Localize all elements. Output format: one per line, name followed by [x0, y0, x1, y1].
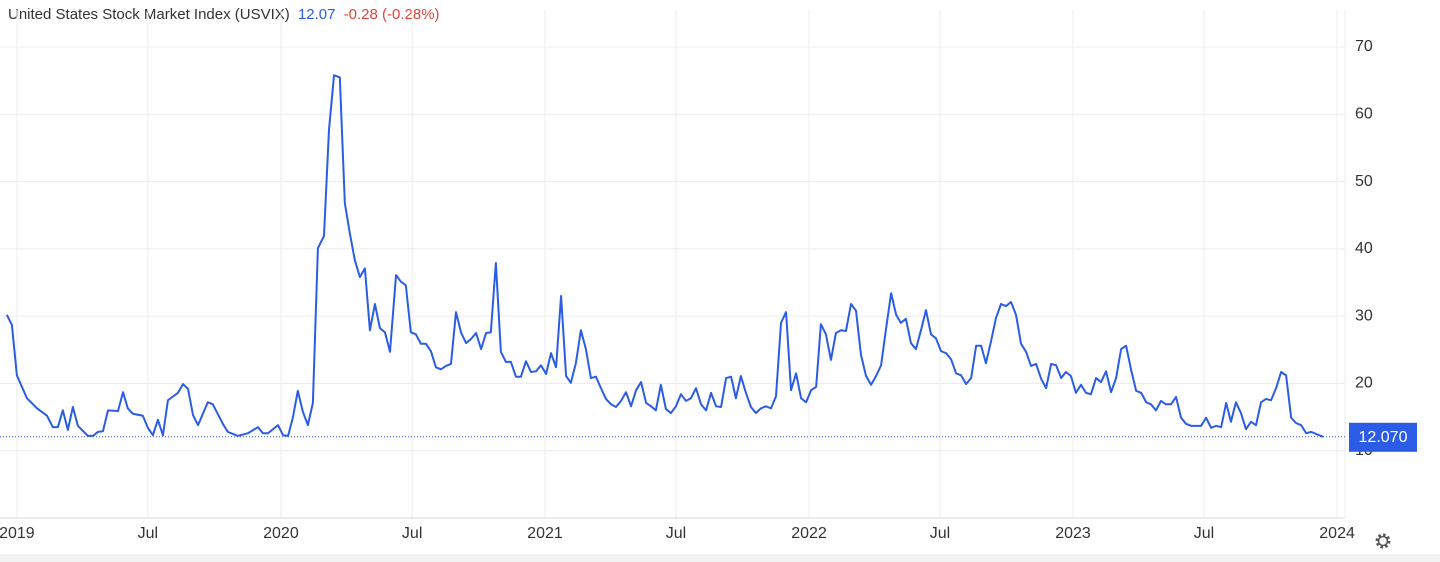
last-value-label: 12.070: [1359, 429, 1408, 446]
header: United States Stock Market Index (USVIX)…: [8, 6, 440, 23]
x-tick-label: 2019: [0, 525, 35, 542]
x-tick-label: 2020: [263, 525, 299, 542]
x-tick-label: Jul: [666, 525, 686, 542]
change: -0.28 (-0.28%): [344, 6, 440, 23]
last-value-box: [1349, 422, 1417, 452]
bottom-strip: [0, 554, 1440, 562]
y-tick-label: 20: [1355, 375, 1373, 392]
y-tick-label: 50: [1355, 173, 1373, 190]
x-tick-label: 2021: [527, 525, 563, 542]
x-tick-label: Jul: [930, 525, 950, 542]
x-tick-label: Jul: [1194, 525, 1214, 542]
y-tick-label: 30: [1355, 307, 1373, 324]
x-tick-label: Jul: [138, 525, 158, 542]
x-tick-label: 2024: [1319, 525, 1355, 542]
settings-icon[interactable]: [1375, 533, 1391, 549]
price: 12.07: [298, 6, 336, 23]
x-tick-label: 2022: [791, 525, 827, 542]
x-tick-label: 2023: [1055, 525, 1091, 542]
y-tick-label: 40: [1355, 240, 1373, 257]
y-tick-label: 70: [1355, 38, 1373, 55]
data-line: [5, 74, 1324, 438]
y-tick-label: 60: [1355, 106, 1373, 123]
chart-title: United States Stock Market Index (USVIX): [8, 6, 290, 23]
x-tick-label: Jul: [402, 525, 422, 542]
